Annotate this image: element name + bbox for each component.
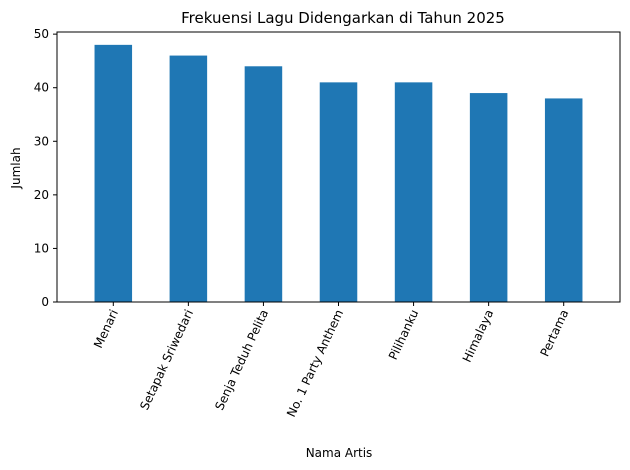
y-tick-label: 50 — [34, 27, 49, 41]
y-tick-label: 30 — [34, 134, 49, 148]
x-tick-label: Setapak Sriwedari — [137, 307, 196, 412]
x-tick-label: Senja Teduh Pelita — [212, 307, 271, 412]
x-tick-label: Himalaya — [460, 307, 497, 364]
bar-3 — [244, 66, 283, 303]
x-tick-label: Pertama — [538, 307, 572, 358]
y-tick-label: 0 — [41, 295, 49, 309]
x-tick-label: Pilihanku — [386, 307, 421, 362]
y-tick-label: 20 — [34, 188, 49, 202]
bar-6 — [469, 93, 508, 302]
x-axis: Menari Setapak Sriwedari Senja Teduh Pelit… — [91, 302, 571, 419]
bar-7 — [544, 98, 583, 302]
x-axis-label: Nama Artis — [306, 446, 373, 460]
x-tick-label: Menari — [91, 307, 121, 350]
bars-layer — [94, 44, 583, 303]
bar-1 — [94, 44, 133, 302]
y-axis: 0 10 20 30 40 50 — [34, 27, 57, 309]
bar-2 — [169, 55, 208, 303]
bar-4 — [319, 82, 358, 302]
bar-5 — [394, 82, 433, 302]
x-tick-label: No. 1 Party Anthem — [284, 307, 346, 419]
plot-frame — [56, 31, 621, 303]
chart-title: Frekuensi Lagu Didengarkan di Tahun 2025 — [181, 9, 505, 27]
y-axis-label: Jumlah — [9, 147, 23, 189]
y-tick-label: 40 — [34, 81, 49, 95]
y-tick-label: 10 — [34, 241, 49, 255]
